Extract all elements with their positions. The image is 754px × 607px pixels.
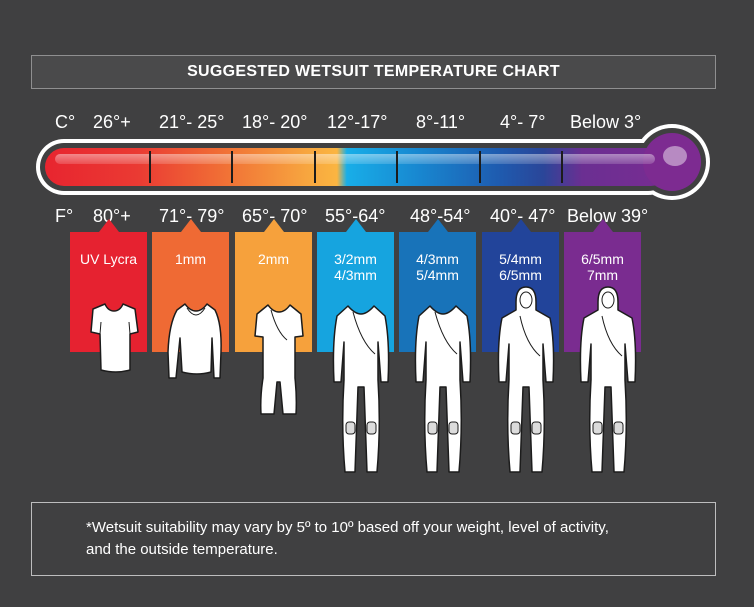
- suit-label: 6/5mm 7mm: [581, 251, 624, 283]
- fahrenheit-range-5: 48°-54°: [410, 206, 471, 226]
- fahrenheit-range-3: 65°- 70°: [242, 206, 308, 226]
- suit-label: 5/4mm 6/5mm: [499, 251, 542, 283]
- hooded-fullsuit-icon: [497, 286, 555, 473]
- suit-label: 1mm: [174, 251, 207, 267]
- fahrenheit-range-7: Below 39°: [567, 206, 649, 226]
- celsius-range-7: Below 3°: [570, 112, 642, 132]
- suit-label: UV Lycra: [79, 251, 138, 267]
- disclaimer-text: *Wetsuit suitability may vary by 5º to 1…: [86, 519, 609, 558]
- suit-label: 3/2mm 4/3mm: [334, 251, 377, 283]
- celsius-range-5: 8°-11°: [416, 112, 466, 132]
- suit-column-4-3mm: 4/3mm 5/4mm: [399, 219, 476, 473]
- fullsuit-icon: [414, 305, 472, 473]
- fahrenheit-range-4: 55°-64°: [325, 206, 386, 226]
- celsius-row: C° 26°+ 21°- 25° 18°- 20° 12°-17° 8°-11°…: [0, 110, 754, 134]
- celsius-range-1: 26°+: [93, 112, 131, 132]
- suit-column-3-2mm: 3/2mm 4/3mm: [317, 219, 394, 473]
- shorty-wetsuit-icon: [254, 304, 304, 415]
- suit-column-1mm: 1mm: [152, 219, 229, 379]
- suit-column-uv-lycra: UV Lycra: [70, 219, 147, 373]
- fahrenheit-row: F° 80°+ 71°- 79° 65°- 70° 55°-64° 48°-54…: [0, 204, 754, 228]
- suit-column-5-4mm: 5/4mm 6/5mm: [482, 219, 559, 473]
- chart-title-text: SUGGESTED WETSUIT TEMPERATURE CHART: [187, 63, 560, 80]
- disclaimer-box: *Wetsuit suitability may vary by 5º to 1…: [31, 502, 716, 576]
- suit-label: 4/3mm 5/4mm: [416, 251, 459, 283]
- fahrenheit-range-6: 40°- 47°: [490, 206, 556, 226]
- fahrenheit-range-2: 71°- 79°: [159, 206, 225, 226]
- longsleeve-top-icon: [167, 303, 222, 379]
- celsius-range-3: 18°- 20°: [242, 112, 308, 132]
- thermometer: [36, 124, 710, 200]
- celsius-range-2: 21°- 25°: [159, 112, 225, 132]
- celsius-unit-label: C°: [55, 112, 76, 132]
- suit-column-6-5mm: 6/5mm 7mm: [564, 219, 641, 473]
- suit-label: 2mm: [257, 251, 290, 267]
- fahrenheit-unit-label: F°: [55, 206, 74, 226]
- fullsuit-icon: [332, 305, 390, 473]
- shortsleeve-top-icon: [90, 303, 139, 373]
- suit-column-2mm: 2mm: [235, 219, 312, 415]
- celsius-range-4: 12°-17°: [327, 112, 388, 132]
- celsius-range-6: 4°- 7°: [500, 112, 546, 132]
- chart-title: SUGGESTED WETSUIT TEMPERATURE CHART: [31, 55, 716, 89]
- hooded-fullsuit-icon: [579, 286, 637, 473]
